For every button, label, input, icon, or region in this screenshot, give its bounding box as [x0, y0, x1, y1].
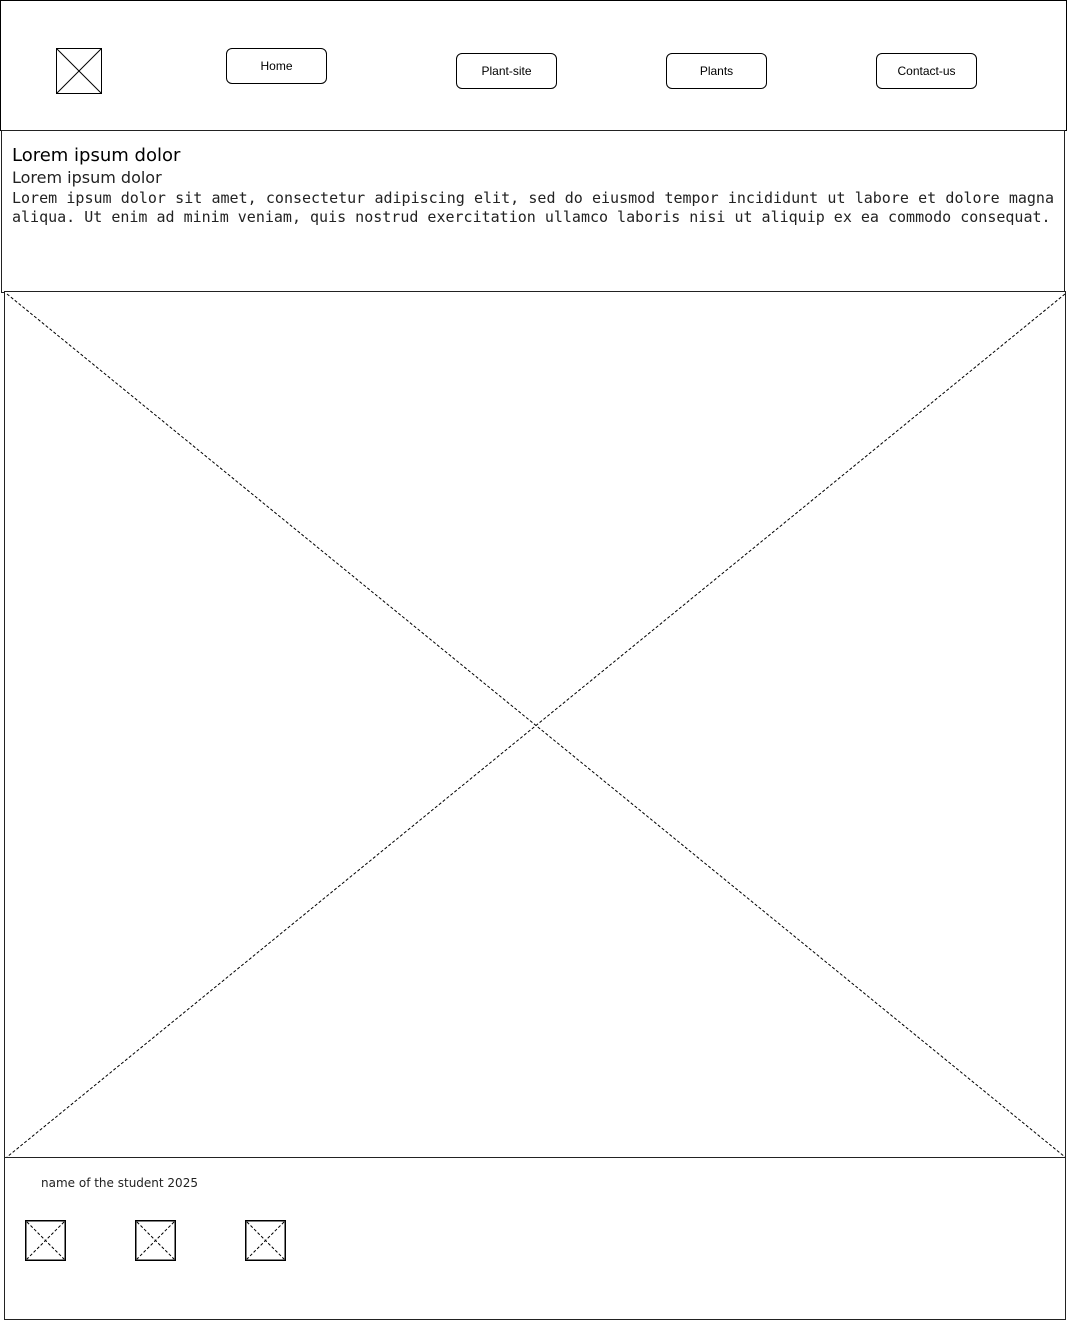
nav-home-button[interactable]: Home: [226, 48, 327, 84]
nav-plant-site-button[interactable]: Plant-site: [456, 53, 557, 89]
footer-credit: name of the student 2025: [41, 1176, 198, 1190]
logo-placeholder-icon[interactable]: [56, 48, 102, 94]
social-placeholder-icon[interactable]: [135, 1220, 176, 1261]
image-placeholder-icon: [6, 293, 1066, 1158]
nav-contact-us-button[interactable]: Contact-us: [876, 53, 977, 89]
nav-plants-button[interactable]: Plants: [666, 53, 767, 89]
intro-body-text: Lorem ipsum dolor sit amet, consectetur …: [12, 189, 1054, 226]
site-header: Home Plant-site Plants Contact-us: [0, 0, 1067, 131]
intro-title: Lorem ipsum dolor: [12, 145, 181, 166]
intro-subtitle: Lorem ipsum dolor: [12, 168, 162, 187]
intro-section: Lorem ipsum dolor Lorem ipsum dolor Lore…: [1, 130, 1065, 293]
social-placeholder-icon[interactable]: [25, 1220, 66, 1261]
hero-image: [4, 291, 1066, 1158]
site-footer: name of the student 2025: [4, 1157, 1066, 1320]
social-placeholder-icon[interactable]: [245, 1220, 286, 1261]
